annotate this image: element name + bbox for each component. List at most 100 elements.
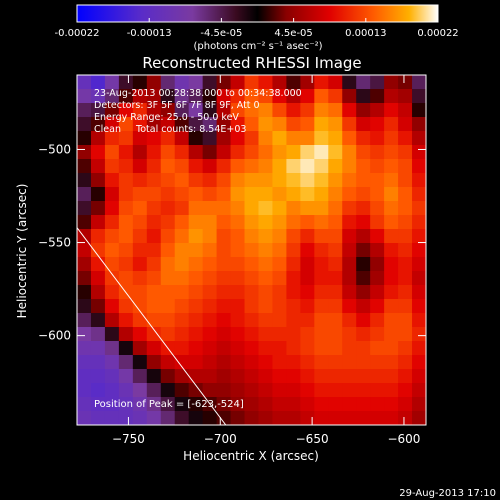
heatmap-cell (118, 341, 134, 356)
heatmap-cell (300, 187, 315, 202)
heatmap-cell (398, 257, 413, 272)
heatmap-cell (104, 243, 120, 258)
heatmap-cell (370, 383, 385, 398)
heatmap-cell (132, 327, 148, 342)
heatmap-cell (342, 369, 357, 384)
heatmap-cell (104, 89, 120, 104)
axis-ticks: −750 −700 −650 −600 −500 −550 −600 (38, 75, 426, 446)
heatmap-cell (104, 285, 120, 300)
heatmap-cell (118, 173, 134, 188)
heatmap-cell (272, 145, 287, 160)
heatmap-cell (328, 285, 343, 300)
colorbar-tick-label: -4.5e-05 (200, 28, 242, 39)
heatmap-cell (174, 131, 190, 146)
heatmap-cell (132, 383, 148, 398)
heatmap-cell (384, 397, 399, 412)
heatmap-cell (77, 159, 92, 174)
heatmap-cell (77, 355, 92, 370)
heatmap-cell (300, 89, 315, 104)
heatmap-cell (118, 397, 134, 412)
heatmap-cell (300, 355, 315, 370)
heatmap-cell (342, 411, 357, 425)
heatmap-cell (398, 103, 413, 118)
heatmap-cell (216, 313, 232, 328)
heatmap-cell (384, 383, 399, 398)
heatmap-cell (300, 257, 315, 272)
heatmap-cell (258, 145, 274, 160)
heatmap-cell (258, 103, 274, 118)
heatmap-cell (300, 131, 315, 146)
heatmap-cell (412, 299, 426, 314)
heatmap-cell (146, 299, 162, 314)
heatmap-cell (132, 103, 148, 118)
heatmap-cell (160, 201, 176, 216)
heatmap-cell (202, 243, 218, 258)
heatmap-cell (342, 313, 357, 328)
heatmap-cell (328, 89, 343, 104)
heatmap-cell (132, 285, 148, 300)
chart-title: Reconstructed RHESSI Image (142, 54, 361, 72)
heatmap-cell (412, 369, 426, 384)
heatmap-cell (328, 131, 343, 146)
heatmap-cell (286, 89, 301, 104)
heatmap-cell (300, 145, 315, 160)
heatmap-cell (286, 257, 301, 272)
heatmap-cell (132, 145, 148, 160)
heatmap-cell (328, 341, 343, 356)
heatmap-cell (202, 131, 218, 146)
heatmap-cell (314, 187, 329, 202)
heatmap-cell (77, 89, 92, 104)
heatmap-cell (188, 173, 204, 188)
heatmap-cell (314, 355, 329, 370)
heatmap-cell (342, 397, 357, 412)
heatmap-cell (412, 271, 426, 286)
heatmap-cell (132, 89, 148, 104)
heatmap-cell (384, 117, 399, 132)
heatmap-cell (202, 117, 218, 132)
heatmap-cell (90, 383, 106, 398)
heatmap-cell (384, 243, 399, 258)
heatmap-cell (160, 411, 176, 425)
solar-limb-line (77, 227, 227, 425)
heatmap-cell (272, 117, 287, 132)
heatmap-cell (174, 313, 190, 328)
heatmap-cell (216, 89, 232, 104)
heatmap-cell (356, 257, 371, 272)
heatmap-cell (384, 89, 399, 104)
y-tick-label: −500 (38, 142, 71, 156)
heatmap-cell (384, 229, 399, 244)
heatmap-cell (230, 313, 246, 328)
heatmap-cell (412, 341, 426, 356)
heatmap-cell (258, 117, 274, 132)
heatmap-cell (328, 271, 343, 286)
heatmap-cell (314, 215, 329, 230)
heatmap-cell (258, 271, 274, 286)
heatmap-cell (342, 355, 357, 370)
heatmap-cell (356, 383, 371, 398)
heatmap-cell (300, 103, 315, 118)
heatmap-cell (202, 159, 218, 174)
heatmap-cell (188, 89, 204, 104)
heatmap-cell (216, 397, 232, 412)
x-tick-label: −750 (112, 432, 145, 446)
heatmap (77, 75, 426, 425)
heatmap-cell (216, 257, 232, 272)
heatmap-cell (174, 397, 190, 412)
heatmap-cell (356, 327, 371, 342)
heatmap-cell (146, 173, 162, 188)
heatmap-cell (286, 341, 301, 356)
heatmap-cell (118, 215, 134, 230)
heatmap-cell (160, 285, 176, 300)
heatmap-cell (244, 383, 260, 398)
heatmap-cell (272, 355, 287, 370)
heatmap-cell (286, 145, 301, 160)
heatmap-cell (258, 397, 274, 412)
heatmap-cell (188, 355, 204, 370)
heatmap-cell (90, 327, 106, 342)
heatmap-cell (384, 257, 399, 272)
heatmap-cell (314, 257, 329, 272)
heatmap-cell (132, 187, 148, 202)
heatmap-cell (146, 327, 162, 342)
heatmap-cell (412, 257, 426, 272)
heatmap-cell (160, 397, 176, 412)
